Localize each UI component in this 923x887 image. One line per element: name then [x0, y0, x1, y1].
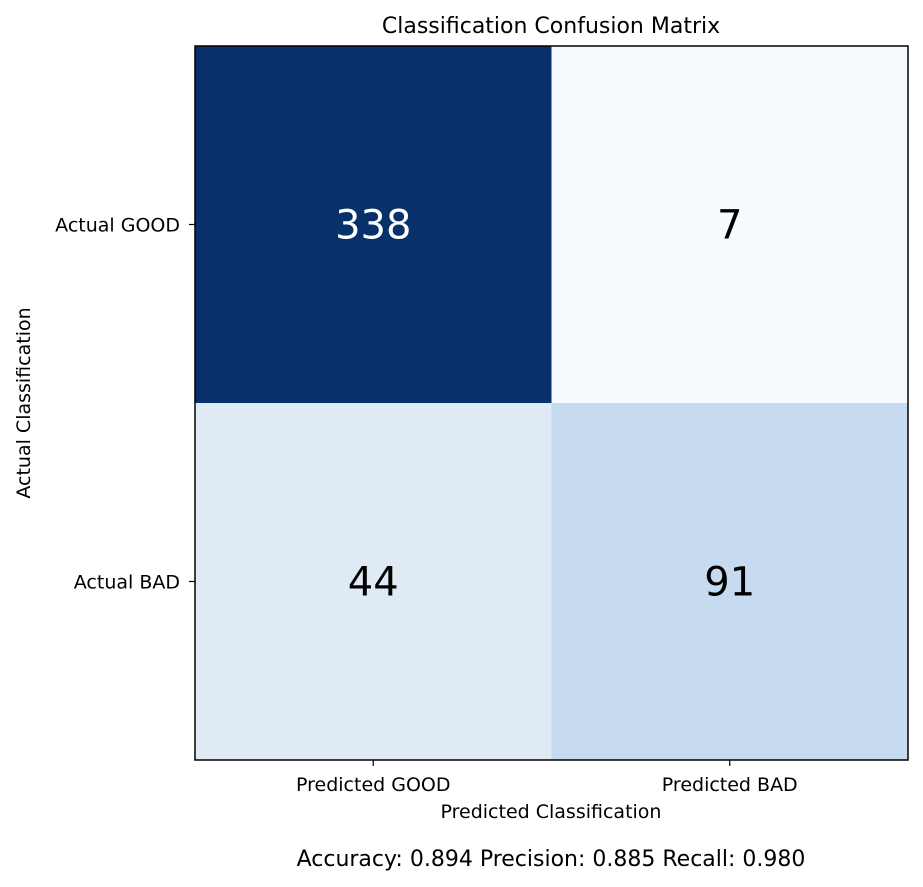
matrix-cell [195, 46, 552, 404]
x-tick-label: Predicted GOOD [296, 774, 451, 796]
chart-title: Classification Confusion Matrix [382, 14, 720, 39]
y-tick-label: Actual BAD [74, 572, 180, 594]
cell-value-label: 7 [717, 203, 742, 249]
matrix-cell [195, 403, 552, 761]
metrics-footer: Accuracy: 0.894 Precision: 0.885 Recall:… [297, 847, 806, 872]
y-axis-label: Actual Classification [13, 307, 35, 498]
y-tick-label: Actual GOOD [55, 215, 180, 237]
x-axis-label: Predicted Classification [441, 801, 662, 823]
plot-frame [194, 45, 909, 761]
matrix-cell [551, 403, 909, 761]
x-tick-label: Predicted BAD [662, 774, 798, 796]
cell-value-label: 91 [704, 560, 755, 606]
cell-value-label: 338 [335, 203, 411, 249]
cell-value-label: 44 [348, 560, 399, 606]
matrix-cell [551, 46, 909, 404]
